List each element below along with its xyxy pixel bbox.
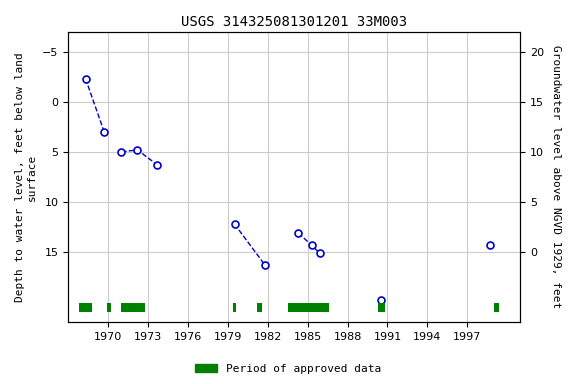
Bar bbox=[233, 303, 236, 312]
Bar bbox=[122, 303, 145, 312]
Bar bbox=[288, 303, 329, 312]
Bar bbox=[107, 303, 111, 312]
Y-axis label: Depth to water level, feet below land
surface: Depth to water level, feet below land su… bbox=[15, 52, 37, 302]
Bar bbox=[378, 303, 385, 312]
Bar bbox=[257, 303, 263, 312]
Bar bbox=[494, 303, 499, 312]
Title: USGS 314325081301201 33M003: USGS 314325081301201 33M003 bbox=[181, 15, 407, 29]
Y-axis label: Groundwater level above NGVD 1929, feet: Groundwater level above NGVD 1929, feet bbox=[551, 45, 561, 309]
Bar bbox=[79, 303, 92, 312]
Legend: Period of approved data: Period of approved data bbox=[191, 359, 385, 379]
